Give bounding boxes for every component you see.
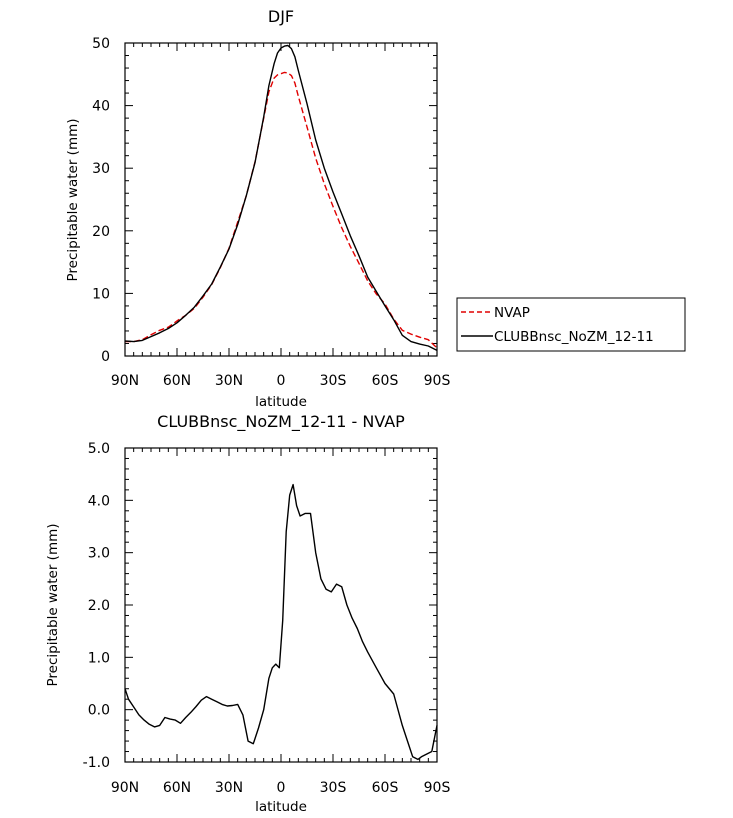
top-y-tick-label: 30	[92, 161, 110, 177]
top-series-line-0	[125, 71, 438, 349]
bottom-axis-ticks	[124, 447, 438, 763]
bottom-x-tick-label: 30S	[320, 780, 347, 796]
bottom-plot-frame	[124, 447, 438, 763]
top-plot-frame	[124, 42, 438, 357]
bottom-x-tick-label: 30N	[215, 780, 243, 796]
top-chart: DJF 90N 60N 30N 0 30S 60S 90S 0 10 20 30…	[65, 7, 686, 410]
top-axis-ticks	[124, 42, 438, 357]
top-y-tick-label: 40	[92, 99, 110, 115]
top-y-tick-labels: 0 10 20 30 40 50	[92, 36, 110, 365]
top-series-lines	[124, 44, 438, 352]
bottom-y-tick-label: 2.0	[88, 598, 110, 614]
bottom-y-tick-label: 0.0	[88, 703, 110, 719]
bottom-series-line-0	[124, 483, 438, 761]
top-y-tick-label: 20	[92, 224, 110, 240]
top-x-tick-label: 90N	[111, 373, 139, 389]
top-x-tick-labels: 90N 60N 30N 0 30S 60S 90S	[111, 373, 451, 389]
top-x-tick-label: 0	[277, 373, 286, 389]
bottom-y-tick-labels: -1.0 0.0 1.0 2.0 3.0 4.0 5.0	[83, 441, 110, 771]
top-x-tick-label: 90S	[424, 373, 451, 389]
top-series-line-1	[124, 44, 438, 352]
bottom-x-axis-label: latitude	[255, 799, 307, 815]
bottom-y-tick-label: 4.0	[88, 493, 110, 509]
bottom-y-axis-label: Precipitable water (mm)	[45, 523, 61, 686]
bottom-x-tick-labels: 90N 60N 30N 0 30S 60S 90S	[111, 780, 451, 796]
top-x-tick-label: 30N	[215, 373, 243, 389]
top-x-axis-label: latitude	[255, 394, 307, 410]
bottom-chart-title: CLUBBnsc_NoZM_12-11 - NVAP	[157, 412, 405, 432]
legend-box	[456, 297, 686, 352]
legend-label-clubb: CLUBBnsc_NoZM_12-11	[494, 329, 654, 345]
bottom-x-tick-label: 0	[277, 780, 286, 796]
top-x-tick-label: 60S	[372, 373, 399, 389]
bottom-series-lines	[124, 483, 438, 761]
top-y-tick-label: 50	[92, 36, 110, 52]
top-x-tick-label: 30S	[320, 373, 347, 389]
bottom-x-tick-label: 90S	[424, 780, 451, 796]
bottom-y-tick-label: -1.0	[83, 755, 110, 771]
top-y-tick-label: 10	[92, 286, 110, 302]
top-x-tick-label: 60N	[163, 373, 191, 389]
top-chart-title: DJF	[268, 7, 294, 26]
bottom-x-tick-label: 60S	[372, 780, 399, 796]
top-y-tick-label: 0	[101, 349, 110, 365]
bottom-x-tick-label: 90N	[111, 780, 139, 796]
bottom-y-tick-label: 1.0	[88, 650, 110, 666]
legend-label-nvap: NVAP	[494, 305, 530, 321]
bottom-y-tick-label: 3.0	[88, 546, 110, 562]
bottom-y-tick-label: 5.0	[88, 441, 110, 457]
bottom-x-tick-label: 60N	[163, 780, 191, 796]
top-y-axis-label: Precipitable water (mm)	[65, 118, 81, 281]
bottom-chart: CLUBBnsc_NoZM_12-11 - NVAP 90N 60N 30N 0…	[45, 412, 450, 815]
legend: NVAP CLUBBnsc_NoZM_12-11	[456, 297, 686, 352]
